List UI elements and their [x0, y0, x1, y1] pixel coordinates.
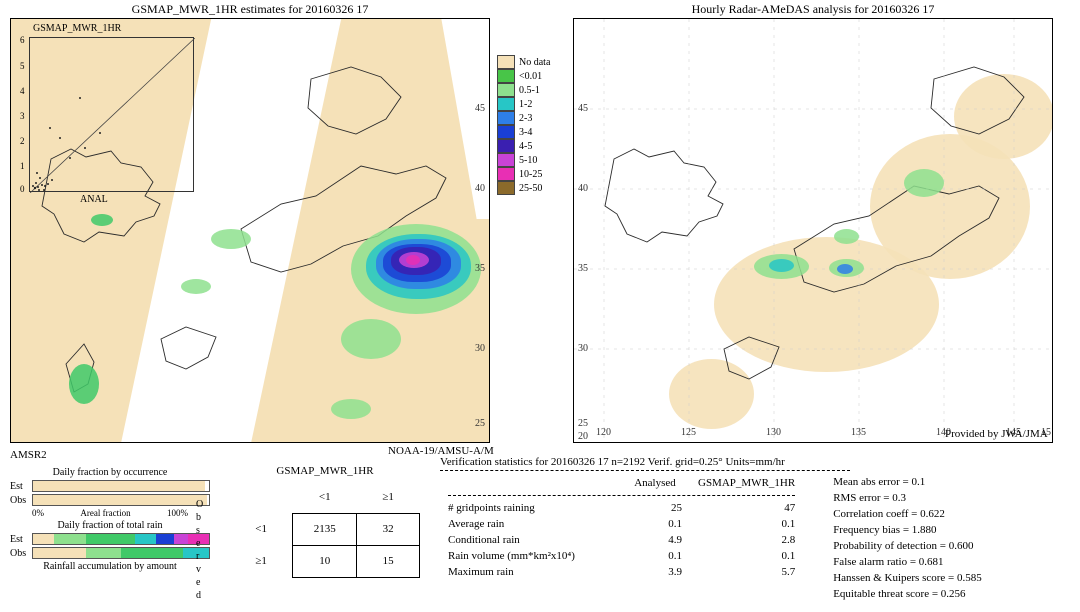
verification-stats: Verification statistics for 20160326 17 …: [440, 456, 1070, 603]
occurrence-bar-row: Obs: [10, 494, 210, 506]
ct-cell-10: 10: [293, 545, 357, 577]
occurrence-title: Daily fraction by occurrence: [10, 467, 210, 478]
rain-blob: [331, 399, 371, 419]
inset-anal-label: ANAL: [80, 194, 108, 205]
dash-divider-1: [440, 470, 850, 471]
legend-item: 2-3: [497, 111, 550, 125]
rain-blob: [91, 214, 113, 226]
left-map-panel: GSMAP_MWR_1HR estimates for 20160326 17: [10, 2, 490, 19]
fraction-panel: Daily fraction by occurrence Est Obs 0% A…: [10, 465, 210, 574]
amsr2-label: AMSR2: [10, 449, 47, 461]
lat-tick: 45: [475, 103, 485, 114]
lon-tick: 130: [766, 427, 781, 438]
verif-row: Conditional rain4.92.8: [440, 532, 803, 548]
total-rain-caption: Rainfall accumulation by amount: [10, 561, 210, 572]
left-map-title: GSMAP_MWR_1HR estimates for 20160326 17: [10, 2, 490, 17]
score-row: Equitable threat score = 0.256: [833, 587, 982, 603]
lat-tick: 25: [475, 418, 485, 429]
ct-row-0: <1: [230, 513, 293, 545]
inset-scatter-label: GSMAP_MWR_1HR: [33, 23, 121, 34]
verif-row: Maximum rain3.95.7: [440, 564, 803, 580]
lat-tick: 30: [475, 343, 485, 354]
rain-blob: [341, 319, 401, 359]
right-map-area: 454035302520 12012513013514014515: [574, 19, 1052, 442]
rain-blob: [211, 229, 251, 249]
verif-row: Rain volume (mm*km²x10⁴)0.10.1: [440, 548, 803, 564]
inset-svg: [30, 38, 195, 193]
rain-blob: [769, 259, 794, 272]
rain-blob: [181, 279, 211, 294]
inset-scatter: GSMAP_MWR_1HR 6 5 4 3 2 1 0 ANAL: [29, 37, 194, 192]
score-row: Frequency bias = 1.880: [833, 523, 982, 539]
score-row: False alarm ratio = 0.681: [833, 555, 982, 571]
legend-item: 10-25: [497, 167, 550, 181]
rain-blob: [406, 255, 420, 265]
provided-by: Provided by JWA/JMA: [945, 428, 1048, 440]
lon-tick: 120: [596, 427, 611, 438]
rain-blob: [837, 264, 853, 274]
total-rain-title: Daily fraction of total rain: [10, 520, 210, 531]
ct-col-0: <1: [293, 481, 357, 513]
legend-item: 3-4: [497, 125, 550, 139]
contingency-grid: <1 ≥1 <1 2135 32 ≥1 10 15: [230, 481, 420, 578]
contingency-title: GSMAP_MWR_1HR: [230, 465, 420, 477]
total-rain-bar-row: Est: [10, 533, 210, 545]
lat-tick: 40: [578, 183, 588, 194]
contingency-table: GSMAP_MWR_1HR <1 ≥1 <1 2135 32 ≥1 10 15: [230, 465, 420, 578]
verif-col-a: Analysed: [620, 475, 690, 491]
lat-tick: 45: [578, 103, 588, 114]
score-list: Mean abs error = 0.1RMS error = 0.3Corre…: [833, 475, 982, 603]
observed-label: Observed: [196, 498, 203, 602]
legend-item: No data: [497, 55, 550, 69]
ct-cell-01: 32: [357, 513, 420, 545]
color-legend: No data<0.010.5-11-22-33-44-55-1010-2525…: [497, 55, 550, 195]
verif-header: Verification statistics for 20160326 17 …: [440, 456, 1070, 468]
verif-col-b: GSMAP_MWR_1HR: [690, 475, 803, 491]
legend-item: 0.5-1: [497, 83, 550, 97]
lon-tick: 125: [681, 427, 696, 438]
lon-tick: 135: [851, 427, 866, 438]
legend-item: <0.01: [497, 69, 550, 83]
left-map-area: GSMAP_MWR_1HR 6 5 4 3 2 1 0 ANAL: [11, 19, 489, 442]
verif-table: Analysed GSMAP_MWR_1HR # gridpoints rain…: [440, 475, 803, 580]
rain-blob: [834, 229, 859, 244]
right-map-panel: Hourly Radar-AMeDAS analysis for 2016032…: [573, 2, 1053, 19]
score-row: RMS error = 0.3: [833, 491, 982, 507]
score-row: Correlation coeff = 0.622: [833, 507, 982, 523]
total-rain-bar-row: Obs: [10, 547, 210, 559]
score-row: Hanssen & Kuipers score = 0.585: [833, 571, 982, 587]
score-row: Probability of detection = 0.600: [833, 539, 982, 555]
occurrence-bar-row: Est: [10, 480, 210, 492]
ct-cell-11: 15: [357, 545, 420, 577]
right-coast-svg: [574, 19, 1052, 442]
occurrence-axis: 0% Areal fraction 100%: [10, 508, 210, 518]
rain-blob: [904, 169, 944, 197]
verif-row: # gridpoints raining2547: [440, 500, 803, 516]
ct-row-1: ≥1: [230, 545, 293, 577]
score-row: Mean abs error = 0.1: [833, 475, 982, 491]
right-map-title: Hourly Radar-AMeDAS analysis for 2016032…: [573, 2, 1053, 17]
legend-item: 5-10: [497, 153, 550, 167]
lat-tick: 35: [578, 263, 588, 274]
lat-tick: 30: [578, 343, 588, 354]
ct-col-1: ≥1: [357, 481, 420, 513]
right-map-box: 454035302520 12012513013514014515: [573, 18, 1053, 443]
ct-cell-00: 2135: [293, 513, 357, 545]
legend-item: 1-2: [497, 97, 550, 111]
verif-row: Average rain0.10.1: [440, 516, 803, 532]
lat-tick: 40: [475, 183, 485, 194]
rain-blob: [69, 364, 99, 404]
lat-tick: 20: [578, 431, 588, 442]
legend-item: 4-5: [497, 139, 550, 153]
legend-item: 25-50: [497, 181, 550, 195]
lat-tick: 25: [578, 418, 588, 429]
left-map-box: GSMAP_MWR_1HR 6 5 4 3 2 1 0 ANAL: [10, 18, 490, 443]
lat-tick: 35: [475, 263, 485, 274]
